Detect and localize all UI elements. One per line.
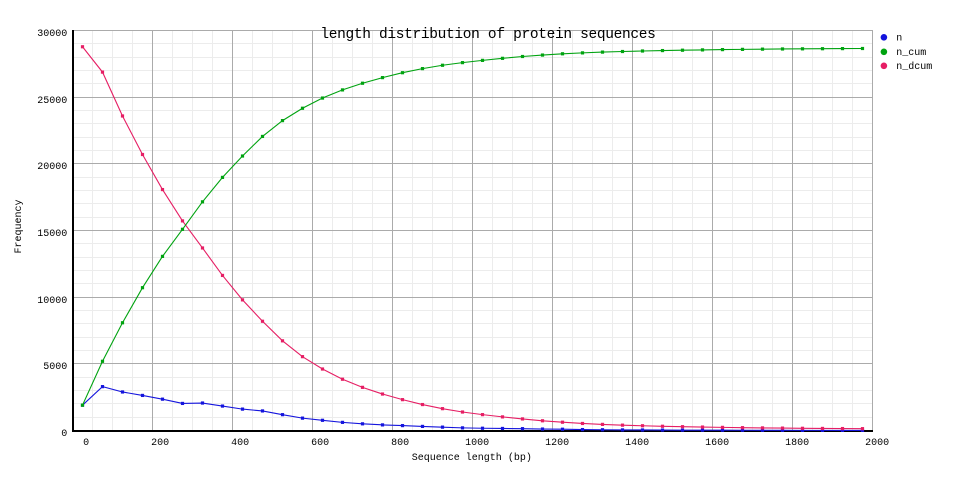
svg-text:0: 0: [61, 429, 67, 440]
svg-text:30000: 30000: [37, 29, 67, 40]
svg-text:1400: 1400: [625, 438, 649, 449]
svg-text:Sequence length (bp): Sequence length (bp): [412, 452, 532, 464]
svg-text:1000: 1000: [465, 438, 489, 449]
svg-text:5000: 5000: [43, 362, 67, 373]
svg-text:600: 600: [311, 438, 329, 449]
svg-text:25000: 25000: [37, 96, 67, 107]
svg-text:1600: 1600: [705, 438, 729, 449]
svg-text:0: 0: [83, 438, 89, 449]
svg-text:15000: 15000: [37, 229, 67, 240]
svg-text:20000: 20000: [37, 162, 67, 173]
svg-text:n: n: [896, 34, 902, 45]
svg-text:2000: 2000: [865, 438, 889, 449]
svg-text:800: 800: [391, 438, 409, 449]
svg-text:Frequency: Frequency: [14, 199, 25, 253]
svg-text:n_dcum: n_dcum: [896, 61, 932, 73]
svg-text:n_cum: n_cum: [896, 48, 926, 59]
svg-text:1800: 1800: [785, 438, 809, 449]
svg-text:10000: 10000: [37, 296, 67, 307]
svg-text:400: 400: [231, 438, 249, 449]
svg-text:1200: 1200: [545, 438, 569, 449]
svg-text:length distribution of protein: length distribution of protein sequences: [320, 27, 655, 43]
svg-text:200: 200: [151, 438, 169, 449]
